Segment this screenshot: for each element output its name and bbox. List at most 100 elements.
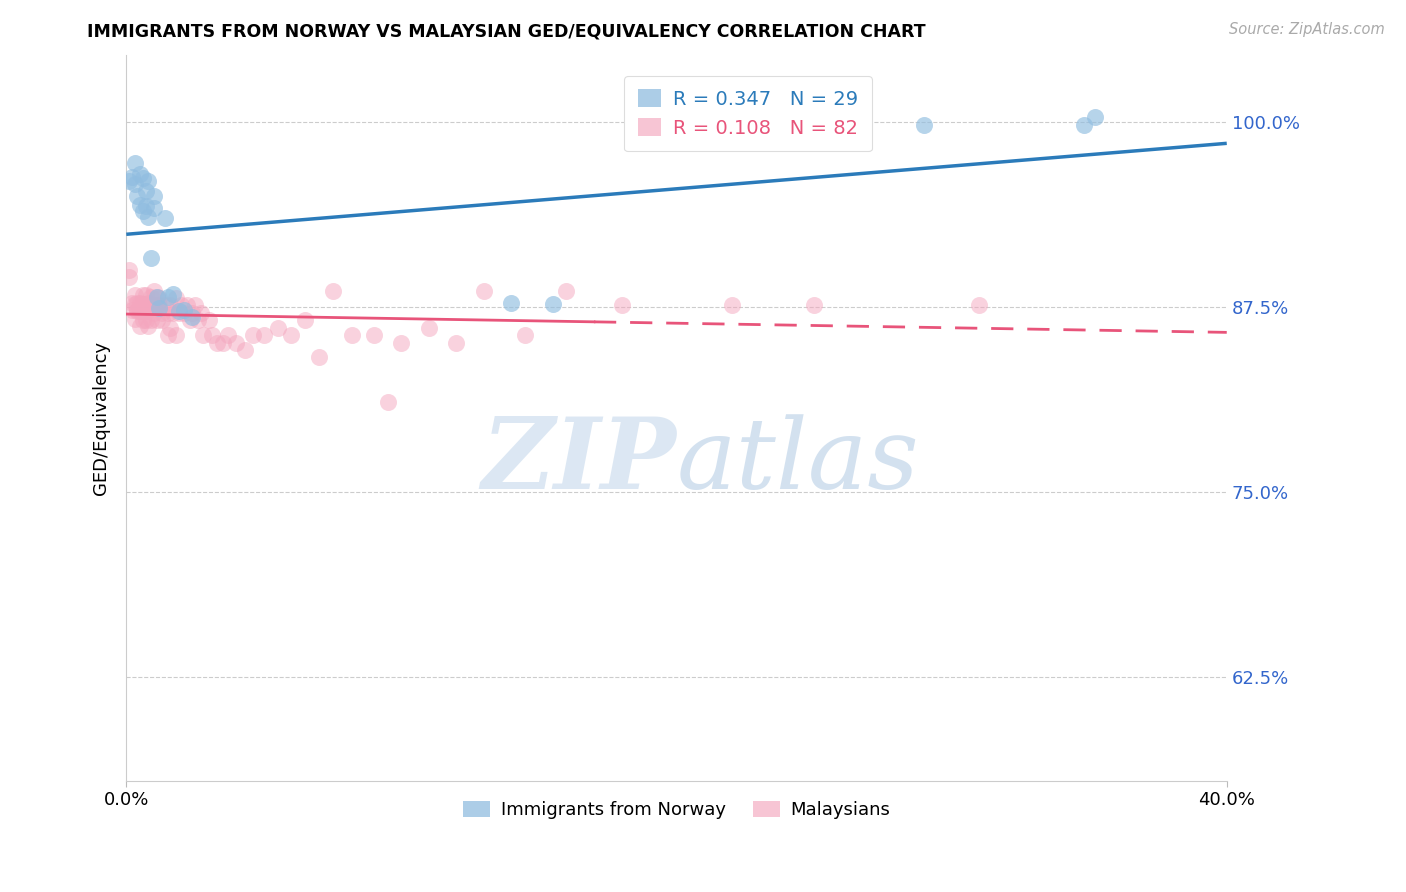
Point <box>162 286 184 301</box>
Point <box>132 288 155 302</box>
Point <box>139 251 162 265</box>
Point <box>121 169 143 184</box>
Point <box>418 320 440 334</box>
Point <box>340 328 363 343</box>
Point <box>142 298 165 312</box>
Point <box>118 270 141 285</box>
Point <box>184 298 207 312</box>
Point <box>967 298 990 312</box>
Point <box>142 201 165 215</box>
Point <box>162 306 184 320</box>
Point <box>150 313 173 327</box>
Point <box>167 304 190 318</box>
Point <box>124 156 146 170</box>
Point <box>720 298 742 312</box>
Point <box>159 298 181 312</box>
Point <box>129 319 152 334</box>
Legend: Immigrants from Norway, Malaysians: Immigrants from Norway, Malaysians <box>456 794 897 826</box>
Point <box>148 301 170 316</box>
Point <box>145 313 167 327</box>
Point <box>165 328 187 343</box>
Point <box>308 351 330 365</box>
Point <box>217 328 239 343</box>
Point <box>132 297 155 311</box>
Point <box>1073 118 1095 132</box>
Point <box>132 313 155 327</box>
Point <box>145 298 167 312</box>
Point <box>205 335 228 350</box>
Point <box>135 288 157 302</box>
Point <box>135 199 157 213</box>
Point <box>541 297 564 311</box>
Point <box>139 298 162 312</box>
Point <box>181 306 204 320</box>
Point <box>167 306 190 320</box>
Point <box>501 295 523 310</box>
Text: ZIP: ZIP <box>481 413 676 510</box>
Point <box>121 295 143 310</box>
Point <box>515 328 537 343</box>
Point <box>145 290 167 304</box>
Point <box>280 328 302 343</box>
Point <box>124 297 146 311</box>
Text: IMMIGRANTS FROM NORWAY VS MALAYSIAN GED/EQUIVALENCY CORRELATION CHART: IMMIGRANTS FROM NORWAY VS MALAYSIAN GED/… <box>87 22 925 40</box>
Point <box>610 298 633 312</box>
Point <box>225 335 247 350</box>
Point <box>170 298 193 312</box>
Point <box>127 189 149 203</box>
Point <box>121 302 143 317</box>
Point <box>136 319 159 334</box>
Point <box>124 177 146 191</box>
Point <box>156 306 179 320</box>
Point <box>135 304 157 318</box>
Point <box>148 298 170 312</box>
Point <box>156 290 179 304</box>
Point <box>153 211 176 225</box>
Point <box>173 302 195 317</box>
Point <box>142 306 165 320</box>
Point <box>446 335 468 350</box>
Point <box>193 328 215 343</box>
Point <box>132 304 155 318</box>
Point <box>129 167 152 181</box>
Point <box>173 306 195 320</box>
Point <box>472 284 495 298</box>
Point <box>377 394 399 409</box>
Point <box>127 302 149 317</box>
Point <box>118 263 141 277</box>
Point <box>200 328 222 343</box>
Point <box>198 313 221 327</box>
Point <box>127 295 149 310</box>
Point <box>266 320 288 334</box>
Point <box>190 306 212 320</box>
Point <box>233 343 256 357</box>
Point <box>124 288 146 302</box>
Point <box>139 313 162 327</box>
Point <box>118 174 141 188</box>
Point <box>179 313 201 327</box>
Y-axis label: GED/Equivalency: GED/Equivalency <box>93 341 110 495</box>
Point <box>135 185 157 199</box>
Point <box>142 284 165 298</box>
Point <box>145 290 167 304</box>
Point <box>142 189 165 203</box>
Point <box>391 335 413 350</box>
Point <box>139 290 162 304</box>
Point <box>181 310 204 325</box>
Point <box>242 328 264 343</box>
Point <box>129 304 152 318</box>
Point <box>159 320 181 334</box>
Point <box>132 203 155 218</box>
Point <box>127 304 149 318</box>
Point <box>129 295 152 310</box>
Point <box>135 297 157 311</box>
Point <box>136 210 159 224</box>
Point <box>165 291 187 305</box>
Point <box>803 298 825 312</box>
Point <box>132 171 155 186</box>
Point <box>363 328 385 343</box>
Point <box>129 198 152 212</box>
Point <box>148 291 170 305</box>
Point <box>153 298 176 312</box>
Point <box>176 298 198 312</box>
